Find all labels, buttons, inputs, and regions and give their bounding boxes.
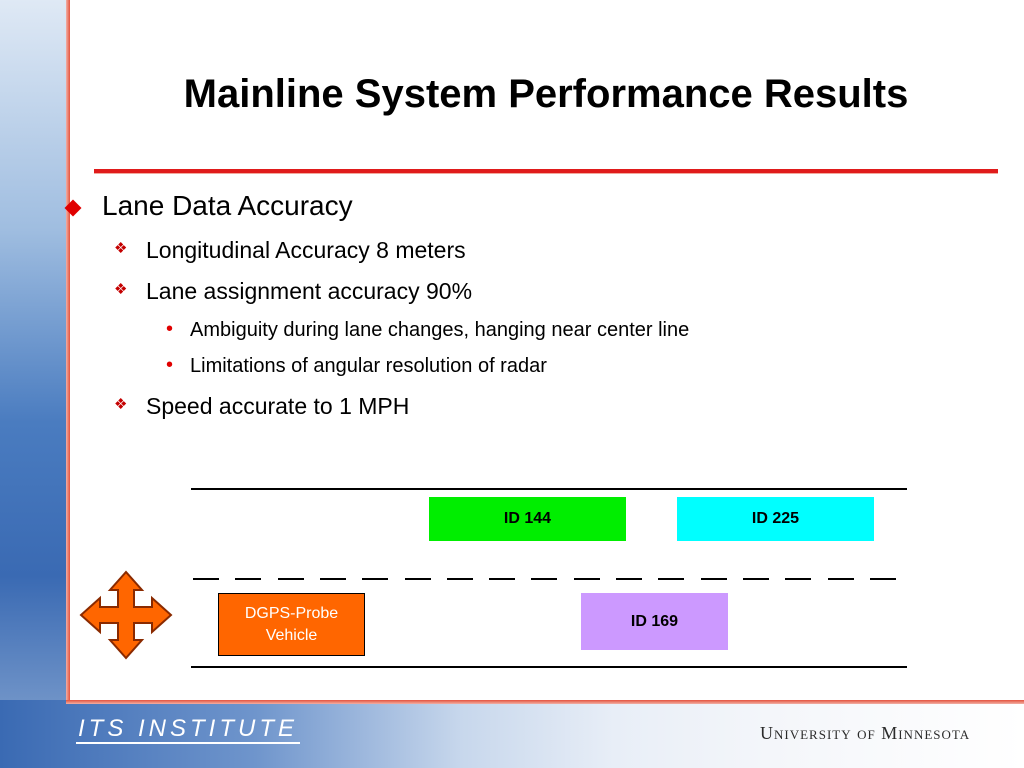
vehicle-id-169: ID 169 (581, 593, 728, 650)
dgps-probe-vehicle: DGPS-Probe Vehicle (218, 593, 365, 656)
lane-dash (531, 578, 558, 580)
lane-dash (193, 578, 219, 580)
lane-dash (235, 578, 262, 580)
lane-dash (277, 578, 304, 580)
university-of-minnesota-logo: University of Minnesota (760, 723, 971, 743)
lane-dash (319, 578, 346, 580)
left-map-background (0, 0, 68, 768)
title-divider (94, 169, 998, 174)
lane-dash (489, 578, 516, 580)
lane-dash (869, 578, 896, 580)
lane-dash (827, 578, 854, 580)
lane-dash (742, 578, 769, 580)
lane-dash (573, 578, 600, 580)
left-red-border (66, 0, 70, 704)
lane-dash (616, 578, 642, 580)
lane-dash (658, 578, 685, 580)
star-bullet-icon: ❖ (114, 396, 128, 413)
star-bullet-icon: ❖ (114, 240, 128, 257)
four-way-arrow-icon (79, 570, 173, 660)
its-institute-logo: ITS INSTITUTE (76, 715, 300, 744)
dot-bullet-icon: • (166, 318, 174, 340)
lane-dash (446, 578, 473, 580)
lane-dash (785, 578, 812, 580)
lane-dash (700, 578, 727, 580)
slide-title: Mainline System Performance Results (183, 72, 909, 116)
lane-bottom-line (191, 666, 907, 668)
lane-dash (404, 578, 431, 580)
lane-top-line (191, 488, 907, 490)
vehicle-id-225: ID 225 (677, 497, 874, 541)
lane-dash (362, 578, 389, 580)
bottom-map-background (0, 700, 1024, 768)
star-bullet-icon: ❖ (114, 281, 128, 298)
dot-bullet-icon: • (166, 354, 174, 376)
bottom-red-border (66, 700, 1024, 704)
vehicle-id-144: ID 144 (429, 497, 626, 541)
